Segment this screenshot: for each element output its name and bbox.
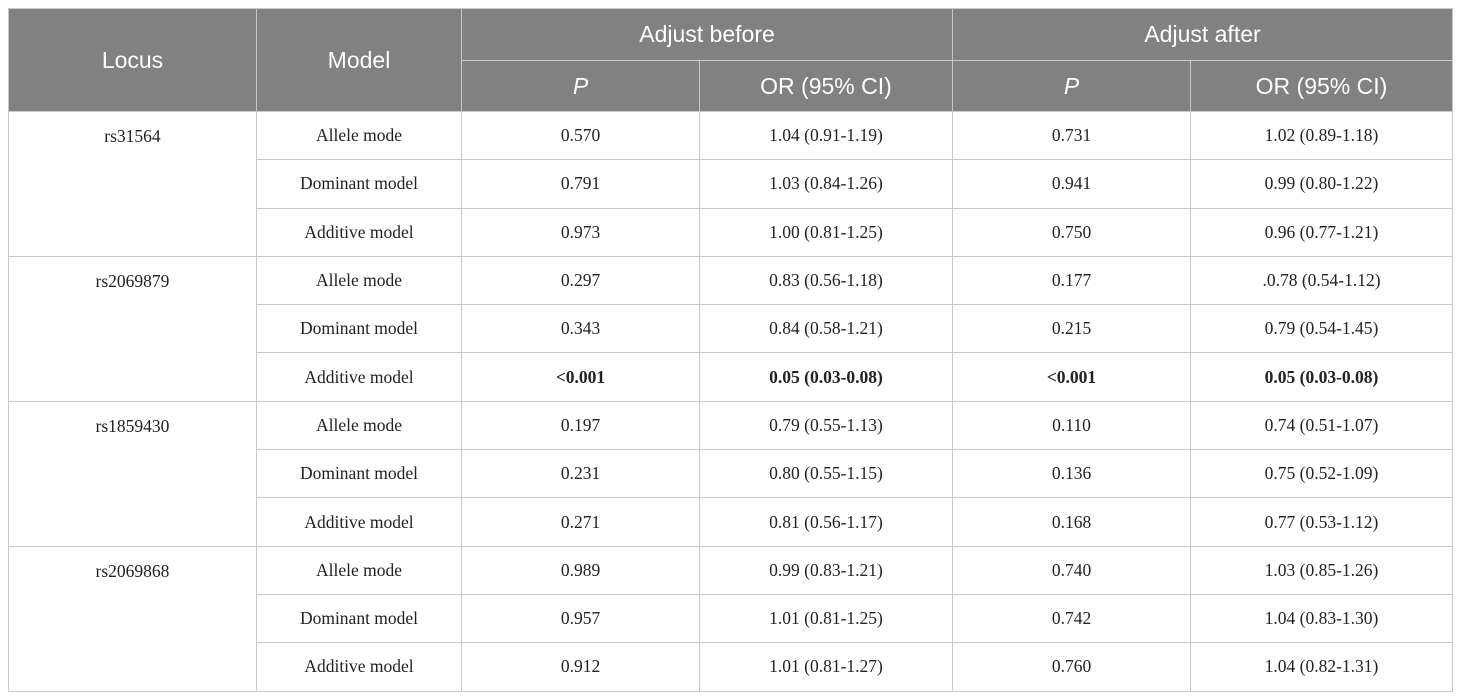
locus-cell: rs2069879	[8, 255, 257, 402]
value-cell: 0.110	[952, 400, 1191, 451]
model-cell: Allele mode	[256, 400, 462, 451]
value-cell: 0.760	[952, 642, 1191, 692]
value-cell: 0.973	[461, 207, 700, 257]
table-row: rs2069868 Allele mode 0.989 0.99 (0.83-1.21…	[8, 545, 1453, 692]
table-row: Additive model <0.001 0.05 (0.03-0.08) <0.0…	[9, 352, 1453, 402]
value-cell: 0.941	[952, 159, 1191, 209]
value-cell: 0.75 (0.52-1.09)	[1190, 449, 1453, 499]
value-cell: 0.215	[952, 304, 1191, 354]
locus-cell: rs31564	[8, 111, 257, 257]
value-cell: 0.79 (0.54-1.45)	[1190, 304, 1453, 354]
value-cell: 0.80 (0.55-1.15)	[699, 449, 953, 499]
value-cell: 0.750	[952, 207, 1191, 257]
value-cell: 0.271	[461, 497, 700, 547]
value-cell: 0.742	[952, 593, 1191, 644]
value-cell: 0.77 (0.53-1.12)	[1190, 497, 1453, 547]
model-cell: Additive model	[256, 352, 462, 402]
header-row: Locus Model Adjust before Adjust after	[8, 8, 1453, 112]
value-cell: 0.05 (0.03-0.08)	[699, 352, 953, 402]
value-cell: 1.04 (0.83-1.30)	[1190, 593, 1453, 644]
value-cell: 1.01 (0.81-1.25)	[699, 593, 953, 644]
value-cell: 0.136	[952, 449, 1191, 499]
table-row: rs31564 Allele mode 0.570 1.04 (0.91-1.19) 0…	[8, 110, 1453, 257]
value-cell: 1.01 (0.81-1.27)	[699, 642, 953, 692]
value-cell: 1.04 (0.91-1.19)	[699, 110, 953, 161]
value-cell: 1.03 (0.84-1.26)	[699, 159, 953, 209]
model-cell: Allele mode	[256, 255, 462, 306]
value-cell: 1.00 (0.81-1.25)	[699, 207, 953, 257]
table-row: Additive model 0.973 1.00 (0.81-1.25) 0.750…	[9, 207, 1453, 257]
model-cell: Additive model	[256, 497, 462, 547]
value-cell: 0.989	[461, 545, 700, 595]
model-cell: Dominant model	[256, 159, 462, 209]
value-cell: 0.231	[461, 449, 700, 499]
model-cell: Allele mode	[256, 110, 462, 161]
table-row: Additive model 0.271 0.81 (0.56-1.17) 0.168…	[9, 497, 1453, 547]
header-cell: Model	[256, 8, 462, 112]
value-cell: 1.02 (0.89-1.18)	[1190, 110, 1453, 161]
value-cell: 0.570	[461, 110, 700, 161]
table-container: Locus Model Adjust before Adjust after P…	[8, 8, 1453, 692]
table-row: Dominant model 0.343 0.84 (0.58-1.21) 0.215…	[9, 304, 1453, 354]
value-cell: 0.05 (0.03-0.08)	[1190, 352, 1453, 402]
subheader: OR (95% CI)	[1190, 60, 1453, 112]
value-cell: 0.99 (0.83-1.21)	[699, 545, 953, 595]
value-cell: 0.791	[461, 159, 700, 209]
value-cell: 0.84 (0.58-1.21)	[699, 304, 953, 354]
value-cell: 0.168	[952, 497, 1191, 547]
locus-cell: rs1859430	[8, 400, 257, 547]
value-cell: .0.78 (0.54-1.12)	[1190, 255, 1453, 306]
table-body: rs31564 Allele mode 0.570 1.04 (0.91-1.19) 0…	[8, 110, 1453, 692]
value-cell: 0.99 (0.80-1.22)	[1190, 159, 1453, 209]
subheader: OR (95% CI)	[699, 60, 953, 112]
subheader: P	[952, 60, 1191, 112]
results-table: Locus Model Adjust before Adjust after P…	[8, 8, 1453, 692]
value-cell: 0.731	[952, 110, 1191, 161]
group-header: Adjust after	[952, 8, 1453, 61]
table-row: Dominant model 0.791 1.03 (0.84-1.26) 0.941…	[9, 159, 1453, 209]
model-cell: Allele mode	[256, 545, 462, 595]
table-row: Additive model 0.912 1.01 (0.81-1.27) 0.760…	[9, 642, 1453, 692]
subheader: P	[461, 60, 700, 112]
model-cell: Additive model	[256, 642, 462, 692]
value-cell: <0.001	[461, 352, 700, 402]
header-cell: Locus	[8, 8, 257, 112]
value-cell: 0.912	[461, 642, 700, 692]
table-header: Locus Model Adjust before Adjust after P…	[8, 8, 1453, 112]
group-header: Adjust before	[461, 8, 953, 61]
table-row: rs1859430 Allele mode 0.197 0.79 (0.55-1.13…	[8, 400, 1453, 547]
value-cell: 0.197	[461, 400, 700, 451]
value-cell: 0.740	[952, 545, 1191, 595]
value-cell: 1.03 (0.85-1.26)	[1190, 545, 1453, 595]
value-cell: 0.83 (0.56-1.18)	[699, 255, 953, 306]
table-row: rs2069879 Allele mode 0.297 0.83 (0.56-1.18…	[8, 255, 1453, 402]
value-cell: 0.96 (0.77-1.21)	[1190, 207, 1453, 257]
value-cell: 1.04 (0.82-1.31)	[1190, 642, 1453, 692]
value-cell: <0.001	[952, 352, 1191, 402]
model-cell: Dominant model	[256, 304, 462, 354]
locus-cell: rs2069868	[8, 545, 257, 692]
model-cell: Dominant model	[256, 593, 462, 644]
table-row: Dominant model 0.957 1.01 (0.81-1.25) 0.742…	[9, 593, 1453, 644]
model-cell: Dominant model	[256, 449, 462, 499]
value-cell: 0.81 (0.56-1.17)	[699, 497, 953, 547]
value-cell: 0.177	[952, 255, 1191, 306]
value-cell: 0.297	[461, 255, 700, 306]
value-cell: 0.79 (0.55-1.13)	[699, 400, 953, 451]
value-cell: 0.957	[461, 593, 700, 644]
header-row: P OR (95% CI) P OR (95% CI)	[9, 60, 1453, 112]
model-cell: Additive model	[256, 207, 462, 257]
value-cell: 0.74 (0.51-1.07)	[1190, 400, 1453, 451]
value-cell: 0.343	[461, 304, 700, 354]
